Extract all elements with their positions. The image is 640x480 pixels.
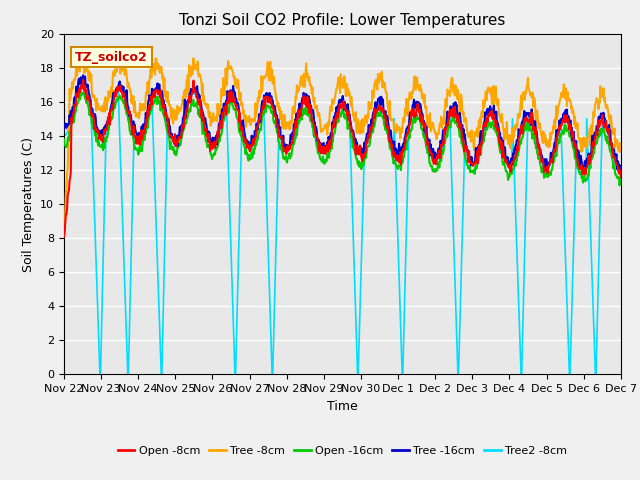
Open -16cm: [617, 177, 625, 182]
Open -8cm: [60, 233, 68, 239]
Tree -8cm: [541, 132, 549, 138]
Tree -8cm: [60, 233, 68, 239]
Tree -16cm: [60, 127, 68, 132]
Open -8cm: [617, 174, 625, 180]
Open -8cm: [541, 166, 549, 172]
Open -8cm: [79, 77, 87, 83]
Open -8cm: [480, 123, 488, 129]
Open -16cm: [480, 138, 488, 144]
X-axis label: Time: Time: [327, 400, 358, 413]
Tree -8cm: [205, 109, 213, 115]
Tree -16cm: [205, 130, 213, 135]
Title: Tonzi Soil CO2 Profile: Lower Temperatures: Tonzi Soil CO2 Profile: Lower Temperatur…: [179, 13, 506, 28]
Tree2 -8cm: [542, 166, 550, 172]
Tree -8cm: [617, 145, 625, 151]
Open -16cm: [457, 131, 465, 137]
Tree -16cm: [299, 95, 307, 101]
Line: Tree -16cm: Tree -16cm: [64, 75, 621, 172]
Open -8cm: [457, 120, 465, 126]
Open -16cm: [299, 106, 307, 111]
Tree -16cm: [617, 167, 625, 173]
Text: TZ_soilco2: TZ_soilco2: [75, 51, 148, 64]
Tree -8cm: [299, 83, 307, 88]
Tree -16cm: [79, 72, 87, 78]
Tree -8cm: [480, 105, 488, 110]
Tree2 -8cm: [79, 83, 86, 89]
Y-axis label: Soil Temperatures (C): Soil Temperatures (C): [22, 136, 35, 272]
Tree2 -8cm: [300, 100, 307, 106]
Line: Open -8cm: Open -8cm: [64, 80, 621, 236]
Tree -16cm: [544, 169, 552, 175]
Tree -16cm: [541, 168, 549, 173]
Legend: Open -8cm, Tree -8cm, Open -16cm, Tree -16cm, Tree2 -8cm: Open -8cm, Tree -8cm, Open -16cm, Tree -…: [113, 441, 572, 460]
Tree -16cm: [480, 120, 488, 125]
Tree2 -8cm: [206, 141, 214, 147]
Tree -8cm: [79, 48, 87, 54]
Open -16cm: [122, 106, 129, 112]
Line: Tree2 -8cm: Tree2 -8cm: [64, 86, 621, 374]
Open -8cm: [205, 138, 213, 144]
Open -16cm: [541, 171, 549, 177]
Open -16cm: [60, 137, 68, 143]
Tree2 -8cm: [481, 124, 488, 130]
Open -16cm: [205, 142, 213, 147]
Tree -8cm: [122, 68, 129, 74]
Line: Tree -8cm: Tree -8cm: [64, 51, 621, 236]
Tree2 -8cm: [96, 372, 104, 377]
Open -16cm: [77, 89, 84, 95]
Open -8cm: [299, 101, 307, 107]
Line: Open -16cm: Open -16cm: [64, 92, 621, 185]
Tree -8cm: [457, 92, 465, 97]
Tree2 -8cm: [60, 133, 68, 139]
Tree2 -8cm: [122, 317, 130, 323]
Tree -16cm: [457, 122, 465, 128]
Tree2 -8cm: [458, 257, 465, 263]
Tree -16cm: [122, 91, 129, 96]
Tree2 -8cm: [617, 171, 625, 177]
Open -16cm: [616, 182, 623, 188]
Open -8cm: [122, 97, 129, 103]
